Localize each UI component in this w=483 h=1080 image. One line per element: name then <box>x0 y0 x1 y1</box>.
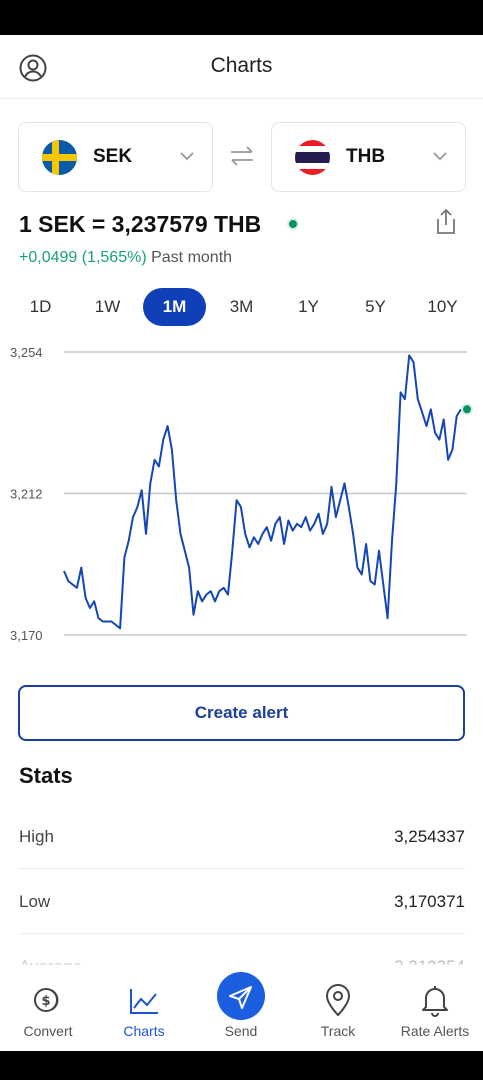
profile-icon[interactable] <box>19 54 47 82</box>
send-button-circle <box>217 972 265 1020</box>
y-tick-label: 3,212 <box>10 487 43 502</box>
range-5y[interactable]: 5Y <box>365 297 386 316</box>
range-1y[interactable]: 1Y <box>298 297 319 316</box>
coins-icon: $ <box>34 988 59 1012</box>
to-currency-code: THB <box>346 146 386 167</box>
tab-track[interactable]: Track <box>290 965 386 1051</box>
stat-value: 3,170371 <box>394 892 465 911</box>
range-1d[interactable]: 1D <box>29 297 52 316</box>
tab-label: Rate Alerts <box>400 1023 470 1039</box>
tab-label: Charts <box>123 1023 165 1039</box>
location-pin-icon <box>325 984 351 1017</box>
stat-row-high: High 3,254337 <box>19 805 465 869</box>
range-10y[interactable]: 10Y <box>427 297 458 316</box>
sweden-flag-icon <box>42 140 77 175</box>
stat-value: 3,254337 <box>394 827 465 846</box>
range-3m[interactable]: 3M <box>229 297 254 316</box>
header: Charts <box>0 35 483 99</box>
stats-title: Stats <box>19 763 73 788</box>
tab-rate-alerts[interactable]: Rate Alerts <box>387 965 483 1051</box>
time-range-selector: 1D 1W 1M 3M 1Y 5Y 10Y <box>6 288 480 326</box>
tab-label: Convert <box>23 1023 73 1039</box>
tab-send[interactable]: Send <box>193 965 289 1051</box>
thailand-flag-icon <box>295 140 330 175</box>
y-tick-label: 3,170 <box>10 628 43 643</box>
y-tick-label: 3,254 <box>10 345 43 360</box>
stat-label: Low <box>19 892 51 911</box>
tab-label: Send <box>224 1023 258 1039</box>
chevron-down-icon <box>433 152 447 161</box>
live-indicator <box>287 218 299 230</box>
charts-screen: Charts SEK THB 1 SE <box>0 35 483 1051</box>
rate-chart[interactable]: 3,254 3,212 3,170 <box>0 335 483 655</box>
page-title: Charts <box>210 54 273 77</box>
chart-icon <box>130 989 158 1014</box>
bell-icon <box>422 986 448 1017</box>
tab-label: Track <box>320 1023 356 1039</box>
swap-icon[interactable] <box>229 145 255 167</box>
tab-charts[interactable]: Charts <box>96 965 192 1051</box>
stat-label: High <box>19 827 54 846</box>
from-currency-code: SEK <box>93 146 133 167</box>
bottom-tab-bar: $ Convert Charts Send <box>0 965 483 1051</box>
from-currency-selector[interactable]: SEK <box>18 122 213 192</box>
range-1m[interactable]: 1M <box>143 288 206 326</box>
range-1w[interactable]: 1W <box>94 297 121 316</box>
tab-convert[interactable]: $ Convert <box>0 965 96 1051</box>
change-value: +0,0499 (1,565%) <box>19 249 147 266</box>
chevron-down-icon <box>180 152 194 161</box>
to-currency-selector[interactable]: THB <box>271 122 466 192</box>
rate-series-line <box>63 354 462 630</box>
current-rate-marker <box>461 403 473 416</box>
rate-change: +0,0499 (1,565%) Past month <box>19 249 232 267</box>
svg-text:$: $ <box>41 994 50 1009</box>
change-period-label: Past month <box>151 249 233 266</box>
stat-row-low: Low 3,170371 <box>19 870 465 934</box>
create-alert-button[interactable]: Create alert <box>18 685 465 741</box>
send-icon <box>229 986 252 1009</box>
share-icon[interactable] <box>434 207 458 235</box>
exchange-rate: 1 SEK = 3,237579 THB <box>19 211 262 237</box>
